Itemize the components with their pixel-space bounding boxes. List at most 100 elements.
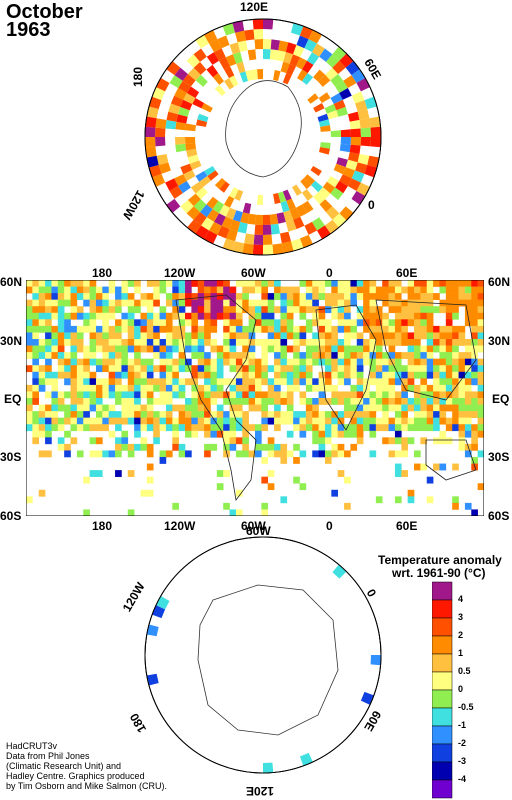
polar-cell [340,137,351,145]
anomaly-cell [286,450,294,458]
anomaly-cell [229,443,237,451]
anomaly-cell [356,411,364,418]
anomaly-cell [401,417,408,425]
anomaly-cell [439,299,447,307]
anomaly-cell [115,384,122,392]
anomaly-cell [464,365,472,373]
anomaly-cell [439,286,447,294]
anomaly-cell [324,378,332,386]
anomaly-cell [305,345,313,353]
anomaly-cell [51,371,59,379]
anomaly-cell [197,312,205,320]
anomaly-cell [445,312,453,320]
anomaly-cell [439,417,447,425]
anomaly-cell [32,299,40,307]
anomaly-cell [356,358,364,366]
legend-tick-neg-4: -4 [458,774,467,784]
anomaly-cell [280,378,288,386]
anomaly-cell [89,437,97,445]
map-top-0: 0 [326,266,333,280]
polar-cell [304,39,317,53]
anomaly-cell [255,325,262,333]
polar-cell [232,210,243,222]
anomaly-cell [204,404,211,412]
anomaly-cell [95,411,103,418]
anomaly-cell [83,365,90,373]
anomaly-cell [45,424,52,432]
anomaly-cell [369,398,377,405]
anomaly-cell [261,457,269,464]
anomaly-cell [89,280,97,287]
anomaly-cell [197,299,205,307]
anomaly-cell [414,384,421,392]
polar-cell [330,93,343,104]
anomaly-cell [89,312,97,320]
polar-cell [180,200,194,214]
anomaly-cell [388,280,396,287]
anomaly-cell [445,280,453,287]
anomaly-cell [394,450,402,458]
anomaly-cell [134,443,141,451]
anomaly-cell [375,404,383,412]
polar-cell [369,116,381,128]
anomaly-cell [439,378,447,386]
anomaly-cell [32,352,40,359]
anomaly-cell [420,312,428,320]
anomaly-cell [223,424,230,432]
anomaly-cell [191,352,199,359]
anomaly-cell [324,417,332,425]
polar-cell [304,174,316,186]
anomaly-cell [223,391,230,399]
anomaly-cell [331,424,338,432]
anomaly-cell [153,437,160,445]
anomaly-cell [255,280,262,287]
anomaly-cell [102,299,109,307]
polar-cell [350,137,361,146]
anomaly-cell [185,378,192,386]
anomaly-cell [318,443,326,451]
polar-cell [310,166,322,176]
anomaly-cell [95,391,103,399]
anomaly-cell [420,299,428,307]
polar-cell [195,187,208,200]
polar-cell [204,166,216,176]
anomaly-cell [57,299,65,307]
anomaly-cell [344,319,351,327]
polar-cell [247,49,257,61]
anomaly-cell [337,365,345,373]
anomaly-cell [318,352,326,359]
anomaly-cell [172,345,179,353]
anomaly-cell [172,286,179,294]
anomaly-cell [407,496,415,504]
polar-cell [313,192,326,205]
anomaly-cell [83,378,90,386]
anomaly-cell [458,339,466,346]
anomaly-cell [420,352,428,359]
anomaly-cell [45,293,52,300]
anomaly-cell [286,358,294,366]
anomaly-cell [464,319,472,327]
anomaly-cell [153,384,160,392]
anomaly-cell [255,358,262,366]
anomaly-cell [51,293,59,300]
anomaly-cell [267,280,275,287]
anomaly-cell [178,339,186,346]
anomaly-cell [38,312,46,320]
anomaly-cell [331,352,338,359]
anomaly-cell [477,483,484,491]
anomaly-cell [458,332,466,340]
anomaly-cell [407,489,415,497]
anomaly-cell [280,450,288,458]
anomaly-cell [83,417,90,425]
anomaly-cell [102,325,109,333]
anomaly-cell [414,299,421,307]
anomaly-cell [89,339,97,346]
anomaly-cell [32,358,40,366]
anomaly-cell [452,398,459,405]
anomaly-cell [70,312,78,320]
polar-cell [175,143,187,153]
anomaly-cell [344,404,351,412]
polar-cell [168,103,181,115]
anomaly-cell [299,306,307,314]
anomaly-cell [407,352,415,359]
